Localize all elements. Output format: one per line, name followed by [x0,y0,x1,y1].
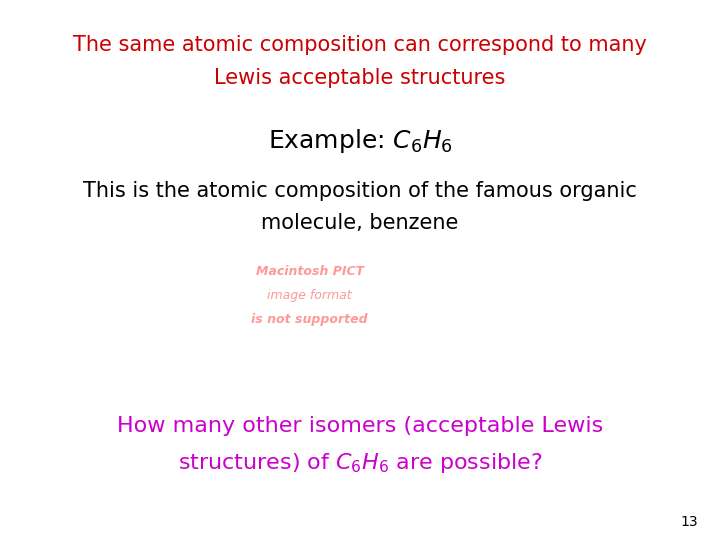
Text: This is the atomic composition of the famous organic: This is the atomic composition of the fa… [83,181,637,201]
Text: structures) of $C_6H_6$ are possible?: structures) of $C_6H_6$ are possible? [178,451,542,475]
Text: Lewis acceptable structures: Lewis acceptable structures [215,68,505,87]
Text: How many other isomers (acceptable Lewis: How many other isomers (acceptable Lewis [117,416,603,436]
Text: Example: $C_6H_6$: Example: $C_6H_6$ [268,127,452,155]
Text: 13: 13 [681,515,698,529]
Text: The same atomic composition can correspond to many: The same atomic composition can correspo… [73,35,647,55]
Text: molecule, benzene: molecule, benzene [261,213,459,233]
Text: image format: image format [267,289,352,302]
Text: Macintosh PICT: Macintosh PICT [256,265,364,278]
Text: is not supported: is not supported [251,313,368,326]
